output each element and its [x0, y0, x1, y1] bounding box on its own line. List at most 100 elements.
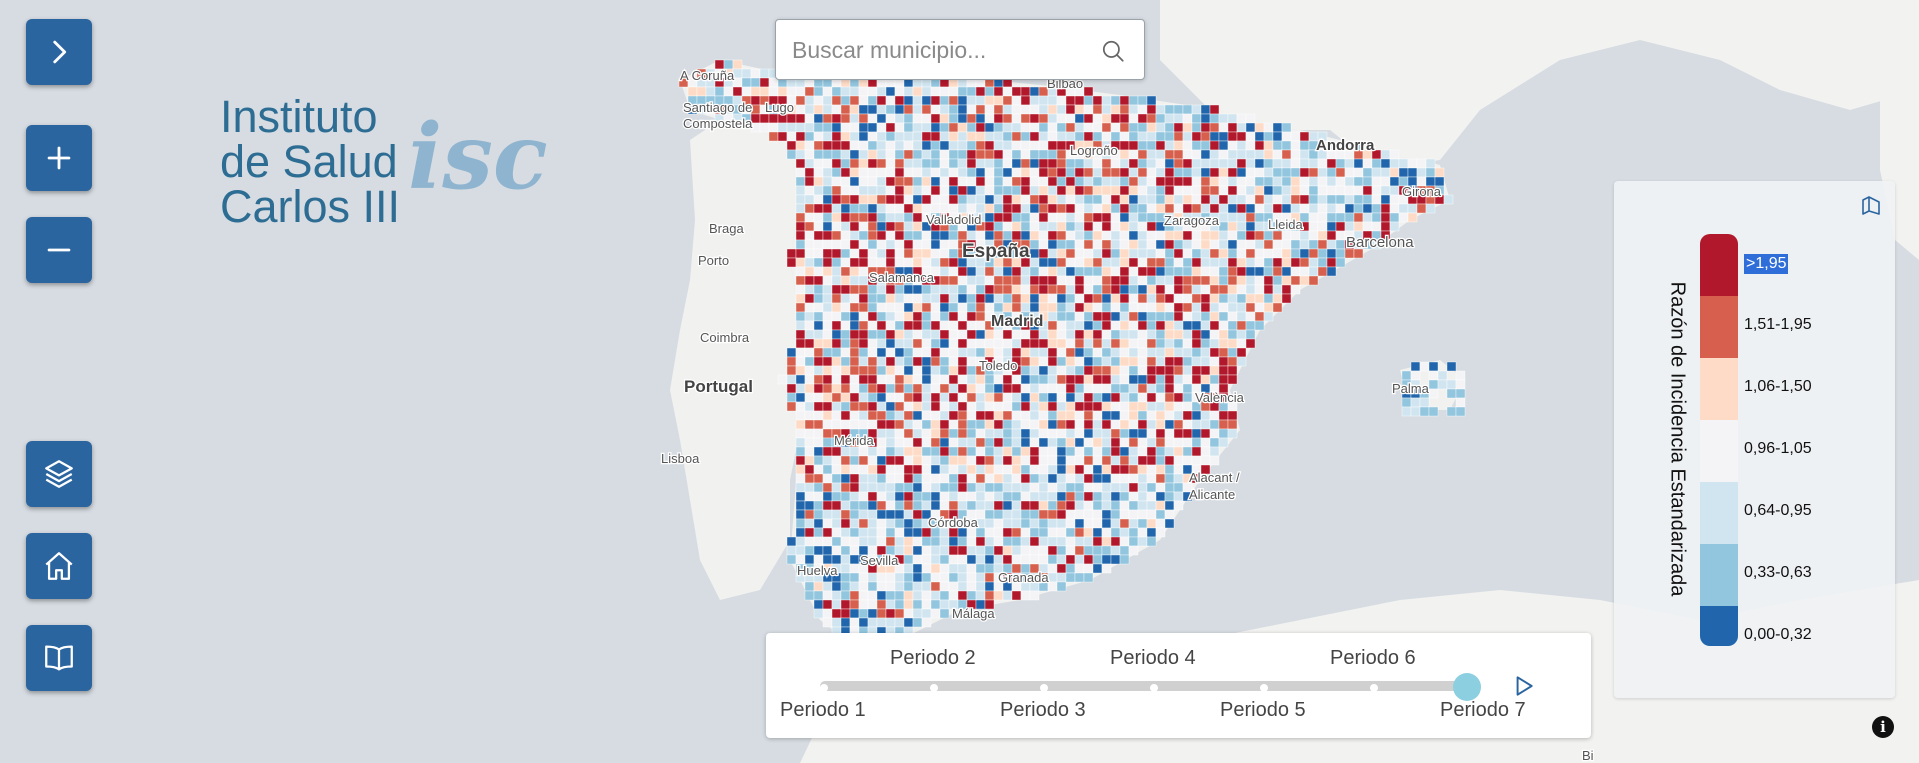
municipality-cell[interactable]: [984, 428, 995, 439]
municipality-cell[interactable]: [939, 131, 950, 142]
municipality-cell[interactable]: [957, 365, 968, 376]
municipality-cell[interactable]: [822, 581, 833, 592]
municipality-cell[interactable]: [1182, 365, 1193, 376]
municipality-cell[interactable]: [957, 311, 968, 322]
municipality-cell[interactable]: [921, 185, 932, 196]
municipality-cell[interactable]: [975, 410, 986, 421]
municipality-cell[interactable]: [1029, 203, 1040, 214]
municipality-cell[interactable]: [1335, 158, 1346, 169]
municipality-cell[interactable]: [1326, 230, 1337, 241]
municipality-cell[interactable]: [1209, 158, 1220, 169]
municipality-cell[interactable]: [921, 455, 932, 466]
municipality-cell[interactable]: [1290, 230, 1301, 241]
municipality-cell[interactable]: [1146, 500, 1157, 511]
municipality-cell[interactable]: [804, 311, 815, 322]
municipality-cell[interactable]: [1119, 284, 1130, 295]
municipality-cell[interactable]: [1119, 167, 1130, 178]
municipality-cell[interactable]: [1074, 167, 1085, 178]
municipality-cell[interactable]: [714, 86, 725, 97]
municipality-cell[interactable]: [1146, 383, 1157, 394]
municipality-cell[interactable]: [903, 185, 914, 196]
municipality-cell[interactable]: [1272, 230, 1283, 241]
municipality-cell[interactable]: [858, 473, 869, 484]
municipality-cell[interactable]: [1110, 446, 1121, 457]
municipality-cell[interactable]: [1227, 275, 1238, 286]
municipality-cell[interactable]: [993, 455, 1004, 466]
municipality-cell[interactable]: [975, 131, 986, 142]
municipality-cell[interactable]: [1020, 437, 1031, 448]
municipality-cell[interactable]: [1074, 536, 1085, 547]
municipality-cell[interactable]: [840, 419, 851, 430]
municipality-cell[interactable]: [822, 608, 833, 619]
municipality-cell[interactable]: [885, 383, 896, 394]
municipality-cell[interactable]: [1074, 509, 1085, 520]
municipality-cell[interactable]: [795, 275, 806, 286]
municipality-cell[interactable]: [1074, 518, 1085, 529]
municipality-cell[interactable]: [777, 374, 788, 385]
municipality-cell[interactable]: [813, 122, 824, 133]
municipality-cell[interactable]: [912, 383, 923, 394]
municipality-cell[interactable]: [867, 185, 878, 196]
municipality-cell[interactable]: [966, 545, 977, 556]
municipality-cell[interactable]: [948, 500, 959, 511]
municipality-cell[interactable]: [795, 185, 806, 196]
municipality-cell[interactable]: [849, 230, 860, 241]
municipality-cell[interactable]: [966, 284, 977, 295]
municipality-cell[interactable]: [957, 437, 968, 448]
municipality-cell[interactable]: [1362, 158, 1373, 169]
municipality-cell[interactable]: [1137, 275, 1148, 286]
municipality-cell[interactable]: [1236, 347, 1247, 358]
municipality-cell[interactable]: [1020, 428, 1031, 439]
municipality-cell[interactable]: [795, 446, 806, 457]
municipality-cell[interactable]: [993, 491, 1004, 502]
municipality-cell[interactable]: [867, 446, 878, 457]
municipality-cell[interactable]: [1164, 347, 1175, 358]
municipality-cell[interactable]: [1128, 392, 1139, 403]
municipality-cell[interactable]: [1425, 158, 1436, 169]
municipality-cell[interactable]: [1065, 401, 1076, 412]
municipality-cell[interactable]: [948, 248, 959, 259]
municipality-cell[interactable]: [1029, 536, 1040, 547]
municipality-cell[interactable]: [1380, 194, 1391, 205]
municipality-cell[interactable]: [1011, 221, 1022, 232]
municipality-cell[interactable]: [867, 176, 878, 187]
municipality-cell[interactable]: [1128, 104, 1139, 115]
municipality-cell[interactable]: [966, 491, 977, 502]
municipality-cell[interactable]: [1002, 428, 1013, 439]
municipality-cell[interactable]: [1389, 176, 1400, 187]
municipality-cell[interactable]: [1083, 275, 1094, 286]
municipality-cell[interactable]: [1389, 167, 1400, 178]
municipality-cell[interactable]: [1083, 302, 1094, 313]
municipality-cell[interactable]: [1047, 311, 1058, 322]
municipality-cell[interactable]: [1047, 140, 1058, 151]
municipality-cell[interactable]: [957, 275, 968, 286]
municipality-cell[interactable]: [804, 374, 815, 385]
municipality-cell[interactable]: [1218, 410, 1229, 421]
municipality-cell[interactable]: [876, 284, 887, 295]
municipality-cell[interactable]: [1209, 203, 1220, 214]
municipality-cell[interactable]: [876, 374, 887, 385]
municipality-cell[interactable]: [1038, 347, 1049, 358]
municipality-cell[interactable]: [1101, 437, 1112, 448]
municipality-cell[interactable]: [876, 428, 887, 439]
municipality-cell[interactable]: [1317, 203, 1328, 214]
municipality-cell[interactable]: [1038, 131, 1049, 142]
municipality-cell[interactable]: [1182, 311, 1193, 322]
municipality-cell[interactable]: [1101, 104, 1112, 115]
municipality-cell[interactable]: [1065, 95, 1076, 106]
guide-button[interactable]: [26, 625, 92, 691]
municipality-cell[interactable]: [1308, 257, 1319, 268]
municipality-cell[interactable]: [894, 356, 905, 367]
municipality-cell[interactable]: [930, 257, 941, 268]
municipality-cell[interactable]: [1056, 185, 1067, 196]
municipality-cell[interactable]: [912, 365, 923, 376]
municipality-cell[interactable]: [975, 338, 986, 349]
municipality-cell[interactable]: [1281, 230, 1292, 241]
municipality-cell[interactable]: [966, 536, 977, 547]
municipality-cell[interactable]: [1272, 185, 1283, 196]
municipality-cell[interactable]: [1254, 185, 1265, 196]
municipality-cell[interactable]: [1092, 248, 1103, 259]
municipality-cell[interactable]: [921, 347, 932, 358]
municipality-cell[interactable]: [741, 68, 752, 79]
municipality-cell[interactable]: [804, 185, 815, 196]
